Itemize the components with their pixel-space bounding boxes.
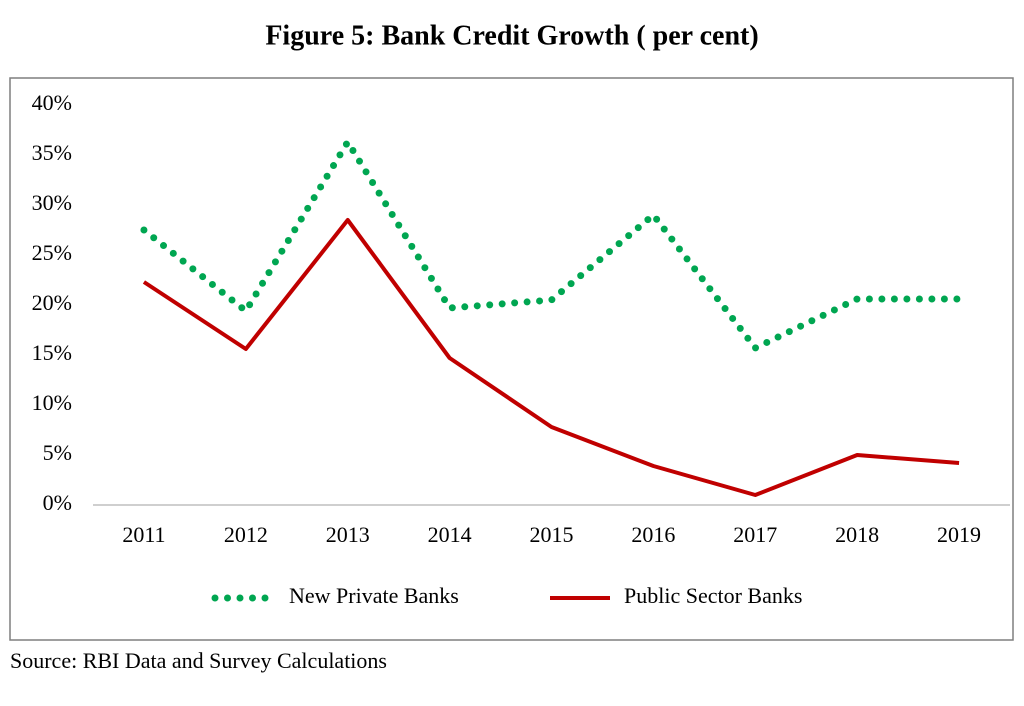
x-tick-label: 2013 — [326, 522, 370, 547]
series-line — [142, 218, 960, 497]
x-tick-label: 2014 — [428, 522, 472, 547]
x-tick-label: 2015 — [530, 522, 574, 547]
y-tick-label: 10% — [32, 390, 72, 415]
y-tick-label: 40% — [32, 90, 72, 115]
source-note: Source: RBI Data and Survey Calculations — [10, 648, 387, 673]
chart-title: Figure 5: Bank Credit Growth ( per cent) — [265, 20, 758, 51]
chart-frame — [9, 77, 1014, 641]
x-tick-label: 2012 — [224, 522, 268, 547]
x-tick-label: 2016 — [631, 522, 675, 547]
legend-label: Public Sector Banks — [624, 583, 802, 608]
y-tick-label: 0% — [43, 490, 72, 515]
y-tick-label: 35% — [32, 140, 72, 165]
x-tick-label: 2017 — [733, 522, 777, 547]
y-tick-label: 20% — [32, 290, 72, 315]
y-tick-label: 15% — [32, 340, 72, 365]
x-tick-label: 2011 — [122, 522, 165, 547]
y-tick-label: 30% — [32, 190, 72, 215]
y-tick-label: 5% — [43, 440, 72, 465]
y-tick-label: 25% — [32, 240, 72, 265]
series-line — [140, 135, 963, 353]
legend-label: New Private Banks — [289, 583, 459, 608]
x-tick-label: 2019 — [937, 522, 981, 547]
x-tick-label: 2018 — [835, 522, 879, 547]
